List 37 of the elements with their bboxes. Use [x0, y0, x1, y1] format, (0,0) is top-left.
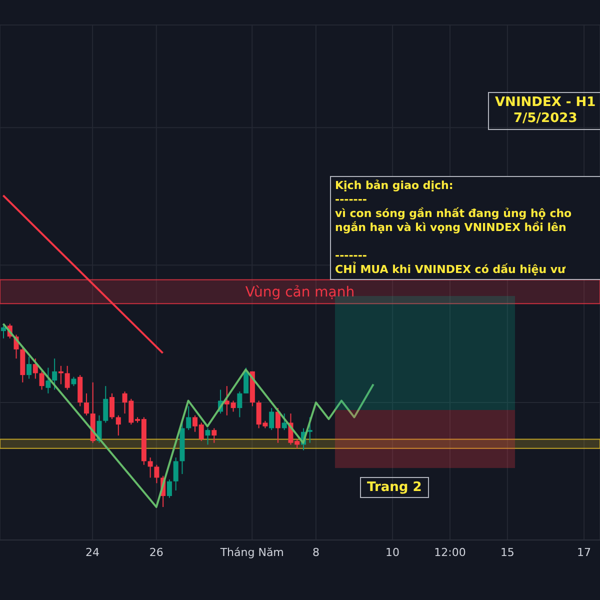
candlestick	[110, 392, 115, 420]
band-label: Vùng cản mạnh	[245, 284, 355, 301]
candlestick	[148, 457, 153, 478]
candlestick	[154, 464, 160, 484]
candlestick	[64, 365, 70, 390]
x-tick-label: 15	[500, 546, 514, 559]
x-tick-label: Tháng Năm	[219, 546, 284, 559]
candlestick	[205, 428, 210, 446]
x-tick-label: 24	[86, 546, 100, 559]
candlestick	[212, 428, 217, 444]
candlestick	[71, 376, 76, 387]
chart-title: VNINDEX - H1	[495, 95, 596, 111]
candlestick	[46, 367, 51, 394]
candlestick	[166, 479, 172, 498]
annotation: Trang 2	[360, 477, 429, 498]
chart-subtitle: 7/5/2023	[512, 111, 578, 127]
candlestick	[103, 386, 108, 424]
candlestick	[116, 414, 121, 436]
candlestick	[26, 356, 32, 380]
candlestick	[244, 367, 249, 394]
x-tick-label: 10	[386, 546, 400, 559]
candlestick	[275, 408, 280, 444]
candlestick	[269, 408, 274, 431]
candlestick	[32, 358, 38, 380]
x-tick-label: 12:00	[434, 546, 466, 559]
candlestick	[1, 325, 6, 339]
x-tick-label: 26	[149, 546, 164, 559]
candlestick	[173, 457, 178, 492]
candlestick	[282, 413, 287, 431]
candlestick	[186, 406, 192, 431]
candlestick	[84, 392, 89, 416]
x-tick-label: 17	[577, 546, 592, 559]
text: Kịch bản giao dịch: ------- vì con sóng gần nhất đang ủng hộ cho ngắn hạn và kì vọng VNINDEX hồi lên ------- CHỈ MUA khi VNINDEX có dấu hiệu vư	[335, 179, 572, 276]
candlestick	[52, 358, 58, 390]
x-tick-label: 8	[312, 546, 320, 559]
candlestick	[39, 370, 44, 390]
candlestick	[237, 391, 242, 418]
